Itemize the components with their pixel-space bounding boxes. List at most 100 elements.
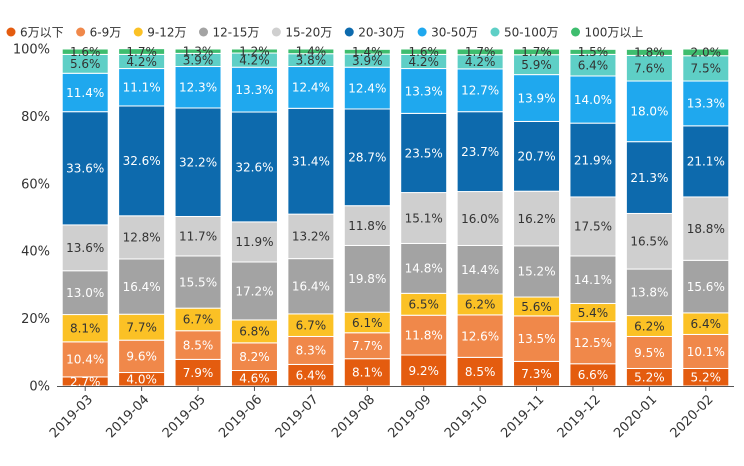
data-label: 14.4% <box>461 263 499 277</box>
bar-segment <box>343 66 391 110</box>
bar-stack: 8.5% 12.6% 6.2% 14.4% 16.0% 23.7% 12.7% 4.2%1.7… <box>456 45 504 387</box>
x-tick-label: 2020-02 <box>668 392 717 441</box>
bar-segment <box>61 341 109 378</box>
data-label: 14.0% <box>574 93 612 107</box>
x-tick-label: 2020-01 <box>611 392 660 441</box>
bar-segment <box>174 48 222 54</box>
legend: 6万以下 6-9万 9-12万 12-15万 15-20万 20-30万 30-50万 50-… <box>6 26 643 40</box>
bar-segment <box>456 48 504 56</box>
bar-segment <box>456 244 504 295</box>
legend-marker-icon <box>344 27 354 37</box>
data-label: 15.6% <box>687 280 725 294</box>
data-label: 9.2% <box>408 364 439 378</box>
legend-marker-icon <box>271 27 281 37</box>
data-label: 3.9% <box>183 53 214 67</box>
x-tick-label: 2019-03 <box>47 392 96 441</box>
bar-segment <box>61 314 109 343</box>
legend-label: 6万以下 <box>20 26 64 40</box>
data-label: 7.9% <box>183 366 214 380</box>
data-label: 2.7% <box>70 375 101 389</box>
legend-label: 9-12万 <box>147 26 186 40</box>
legend-marker-icon <box>6 27 16 37</box>
data-label: 14.8% <box>405 262 443 276</box>
bar-segment <box>513 48 561 56</box>
data-label: 4.2% <box>239 53 270 67</box>
bar-segment <box>118 215 166 260</box>
bar-segment <box>456 356 504 387</box>
bar-segment <box>287 258 335 315</box>
data-label: 19.8% <box>348 272 386 286</box>
y-tick-label: 100% <box>13 43 50 58</box>
data-label: 2.0% <box>691 46 722 60</box>
data-label: 32.2% <box>179 156 217 170</box>
bar-segment <box>400 48 448 55</box>
legend-item: 20-30万 <box>344 26 405 40</box>
legend-marker-icon <box>571 27 581 37</box>
data-label: 11.4% <box>66 86 104 100</box>
bar-segment <box>625 54 673 82</box>
legend-label: 30-50万 <box>431 26 478 40</box>
x-tick-label: 2019-06 <box>216 392 265 441</box>
data-label: 1.5% <box>578 45 609 59</box>
legend-item: 15-20万 <box>271 26 332 40</box>
data-label: 3.8% <box>296 53 327 67</box>
x-tick-label: 2019-09 <box>386 392 435 441</box>
data-label: 6.4% <box>691 317 722 331</box>
bar-segment <box>682 196 730 261</box>
legend-label: 6-9万 <box>90 26 122 40</box>
data-label: 6.8% <box>239 325 270 339</box>
data-label: 12.7% <box>461 84 499 98</box>
bar-segment <box>625 141 673 214</box>
data-label: 6.4% <box>578 58 609 72</box>
x-tick-label: 2019-04 <box>103 392 152 441</box>
data-label: 17.2% <box>235 284 273 298</box>
data-label: 1.7% <box>521 45 552 59</box>
bar-segment <box>400 354 448 387</box>
bar-segment <box>456 314 504 358</box>
bar-segment <box>625 212 673 270</box>
legend-item: 100万以上 <box>571 26 643 40</box>
bar-segment <box>287 335 335 365</box>
data-label: 1.7% <box>465 45 496 59</box>
legend-marker-icon <box>490 27 500 37</box>
bar-segment <box>625 80 673 143</box>
data-label: 5.6% <box>70 57 101 71</box>
data-label: 12.3% <box>179 81 217 95</box>
data-label: 17.5% <box>574 220 612 234</box>
data-label: 1.6% <box>70 45 101 59</box>
data-label: 8.1% <box>70 322 101 336</box>
bar-segment <box>625 335 673 369</box>
data-label: 6.1% <box>352 316 383 330</box>
y-tick-label: 40% <box>21 245 50 260</box>
data-label: 32.6% <box>123 154 161 168</box>
data-label: 33.6% <box>66 162 104 176</box>
data-label: 11.8% <box>348 219 386 233</box>
legend-item: 6万以下 <box>6 26 64 40</box>
data-label: 28.7% <box>348 151 386 165</box>
bar-stack: 7.3% 13.5% 5.6% 15.2% 16.2% 20.7% 13.9% 5.9%1.7… <box>513 45 561 387</box>
bar-segment <box>343 332 391 360</box>
legend-marker-icon <box>417 27 427 37</box>
legend-item: 30-50万 <box>417 26 478 40</box>
legend-marker-icon <box>76 27 86 37</box>
legend-item: 9-12万 <box>133 26 187 40</box>
bar-segment <box>513 190 561 247</box>
data-label: 18.0% <box>630 105 668 119</box>
data-label: 1.6% <box>408 45 439 59</box>
bar-segment <box>569 48 617 55</box>
data-label: 8.2% <box>239 350 270 364</box>
bars: 2.7%10.4%8.1%13.0%13.6%33.6%11.4%5.6%1.6… <box>61 44 730 389</box>
data-label: 5.9% <box>521 58 552 72</box>
data-label: 11.9% <box>235 235 273 249</box>
data-label: 18.8% <box>687 222 725 236</box>
bar-segment <box>400 314 448 356</box>
legend-label: 100万以上 <box>585 26 644 40</box>
x-tick-label: 2019-12 <box>555 392 604 441</box>
y-tick-label: 60% <box>21 177 50 192</box>
data-label: 13.3% <box>405 84 443 98</box>
y-tick-label: 20% <box>21 312 50 327</box>
data-label: 31.4% <box>292 155 330 169</box>
bar-stack: 6.6% 12.5% 5.4% 14.1% 17.5% 21.9% 14.0% 6.4%1.5… <box>569 45 617 387</box>
bar-stack: 2.7% 10.4% 8.1% 13.0% 13.6% 33.6% 11.4% 5.6%1.6… <box>61 45 109 389</box>
